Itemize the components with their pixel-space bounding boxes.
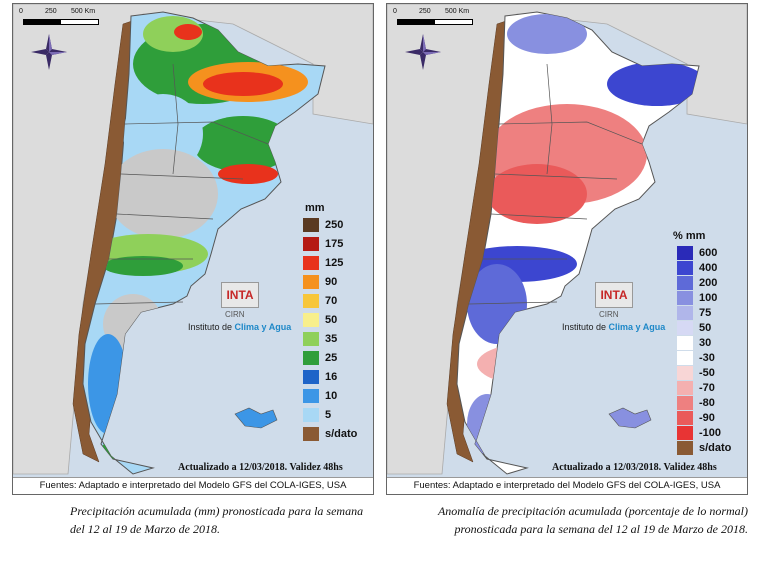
anomaly-map-panel: 0 250 500 Km % mm 600 400 200 100 75 50 30 -30 -… [386, 3, 748, 495]
legend-label: -70 [699, 382, 715, 394]
legend-label: 5 [325, 409, 332, 421]
legend-swatch [677, 336, 693, 350]
legend-label: 50 [699, 322, 712, 334]
scale-label-500: 500 Km [71, 8, 96, 15]
sources-note: Fuentes: Adaptado e interpretado del Mod… [13, 477, 373, 494]
scale-label-0: 0 [19, 8, 23, 15]
legend-label: 50 [325, 314, 338, 326]
legend-label: 35 [325, 333, 338, 345]
legend-swatch [677, 426, 693, 440]
legend-label: -90 [699, 412, 715, 424]
institute-name: Instituto de Clima y Agua [562, 322, 666, 332]
cirn-label: CIRN [599, 310, 619, 319]
legend-label: 125 [325, 257, 344, 269]
legend-label: 10 [325, 390, 338, 402]
scale-label-0: 0 [393, 8, 397, 15]
legend-swatch [677, 246, 693, 260]
legend-swatch [303, 332, 319, 346]
legend-label: -30 [699, 352, 715, 364]
compass-rose-icon [405, 34, 441, 70]
legend-swatch [677, 441, 693, 455]
legend-label: -100 [699, 427, 722, 439]
legend-swatch [303, 256, 319, 270]
legend-label: -50 [699, 367, 715, 379]
legend-label: -80 [699, 397, 715, 409]
precipitation-map-panel: 0 250 500 Km mm 250 175 125 90 70 50 35 25 16 10 5… [12, 3, 374, 495]
legend-title: mm [305, 202, 325, 214]
legend-swatch [677, 276, 693, 290]
legend-swatch [303, 237, 319, 251]
legend-label: 400 [699, 262, 718, 274]
legend-label: 250 [325, 219, 344, 231]
legend-label: 75 [699, 307, 712, 319]
legend-label: 100 [699, 292, 718, 304]
scale-bar: 0 250 500 Km [19, 8, 101, 32]
precip-fields [88, 16, 308, 459]
legend-label: 200 [699, 277, 718, 289]
legend-swatch [677, 366, 693, 380]
legend-label: s/dato [699, 442, 732, 454]
updated-note: Actualizado a 12/03/2018. Validez 48hs [178, 462, 343, 473]
legend-label: 600 [699, 247, 718, 259]
legend-swatch [677, 381, 693, 395]
cirn-label: CIRN [225, 310, 245, 319]
legend-swatch [677, 396, 693, 410]
legend-swatch [303, 218, 319, 232]
legend-swatch [303, 427, 319, 441]
scale-label-250: 250 [419, 8, 431, 15]
legend-swatch [677, 351, 693, 365]
legend-label: 90 [325, 276, 338, 288]
scale-label-250: 250 [45, 8, 57, 15]
legend-label: 175 [325, 238, 344, 250]
caption-left: Precipitación acumulada (mm) pronosticad… [70, 504, 364, 536]
legend-title: % mm [673, 230, 706, 242]
compass-rose-icon [31, 34, 67, 70]
legend-swatch [303, 275, 319, 289]
legend-swatch [303, 389, 319, 403]
legend-swatch [677, 411, 693, 425]
caption-right: Anomalía de precipitación acumulada (por… [437, 504, 748, 536]
legend-label: 30 [699, 337, 712, 349]
legend-swatch [303, 294, 319, 308]
legend-label: 70 [325, 295, 338, 307]
legend-label: 16 [325, 371, 338, 383]
legend-swatch [303, 351, 319, 365]
legend-label: s/dato [325, 428, 358, 440]
legend-swatch [303, 370, 319, 384]
legend-label: 25 [325, 352, 338, 364]
legend-swatch [677, 291, 693, 305]
legend-swatch [303, 313, 319, 327]
legend-swatch [677, 261, 693, 275]
legend-swatch [303, 408, 319, 422]
anomaly-map [387, 4, 747, 475]
malvinas-islands [608, 407, 652, 429]
legend-swatch [677, 306, 693, 320]
sources-note: Fuentes: Adaptado e interpretado del Mod… [387, 477, 747, 494]
inta-logo: INTA [221, 282, 259, 308]
legend-swatch [677, 321, 693, 335]
scale-label-500: 500 Km [445, 8, 470, 15]
scale-bar: 0 250 500 Km [393, 8, 475, 32]
malvinas-islands [234, 407, 278, 429]
province-borders [94, 63, 269, 305]
inta-logo: INTA [595, 282, 633, 308]
institute-name: Instituto de Clima y Agua [188, 322, 292, 332]
precipitation-map [13, 4, 373, 475]
updated-note: Actualizado a 12/03/2018. Validez 48hs [552, 462, 717, 473]
province-borders [468, 63, 643, 305]
